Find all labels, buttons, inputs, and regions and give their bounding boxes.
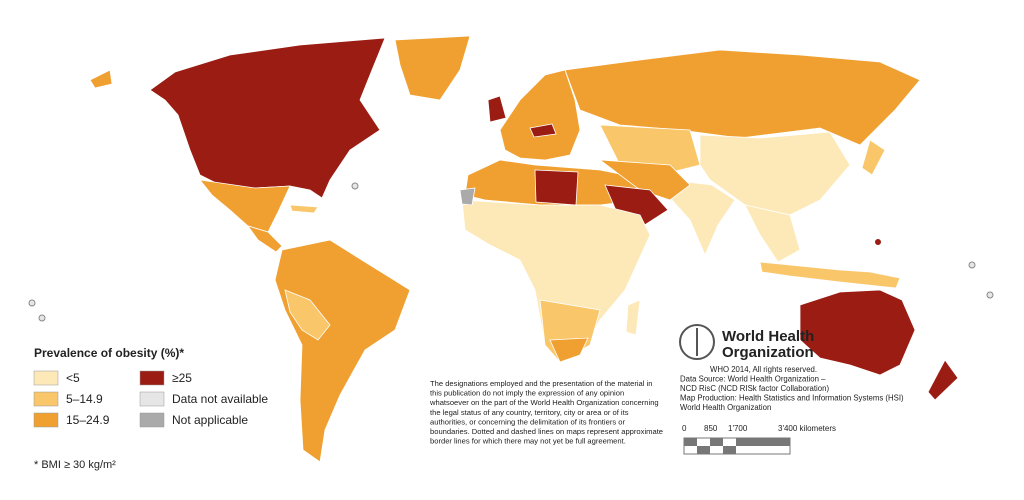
australia	[799, 289, 916, 376]
island	[986, 291, 994, 299]
south-africa	[549, 337, 589, 363]
disclaimer-line: boundaries. Dotted and dashed lines on m…	[430, 427, 663, 436]
russia	[564, 49, 921, 146]
disclaimer-line: the legal status of any country, territo…	[430, 408, 629, 417]
credits: WHO 2014, All rights reserved.Data Sourc…	[680, 365, 904, 412]
scale-label: 3'400 kilometers	[778, 424, 836, 433]
footnote: * BMI ≥ 30 kg/m²	[34, 459, 116, 471]
disclaimer-line: this publication do not imply the expres…	[430, 389, 624, 398]
greenland	[394, 35, 471, 101]
central-america	[246, 225, 283, 253]
scale-bar: 0 850 1'700 3'400 kilometers	[682, 424, 836, 455]
credit-line: World Health Organization	[680, 403, 771, 412]
south-america	[274, 239, 411, 463]
china	[699, 131, 851, 216]
legend-label: Data not available	[172, 392, 268, 406]
scale-label: 1'700	[728, 424, 748, 433]
north-america	[149, 37, 386, 199]
island	[38, 314, 46, 322]
southeast-asia	[744, 204, 801, 263]
legend-swatch	[139, 412, 165, 428]
czechia	[529, 123, 557, 138]
logo-text: Organization	[722, 344, 814, 361]
scale-label: 0	[682, 424, 687, 433]
island	[875, 239, 881, 245]
who-logo: World Health Organization	[679, 324, 814, 361]
legend-swatch	[33, 412, 59, 428]
western-sahara	[459, 187, 476, 206]
madagascar	[625, 299, 641, 336]
disclaimer-line: whatsoever on the part of the World Heal…	[429, 398, 659, 407]
legend-title: Prevalence of obesity (%)*	[34, 346, 184, 360]
india	[669, 179, 736, 257]
logo-text: World Health	[722, 328, 814, 345]
scale-segment	[736, 438, 790, 446]
legend-label: ≥25	[172, 371, 192, 385]
scale-segment	[723, 446, 736, 454]
indonesia	[759, 261, 901, 289]
legend: Prevalence of obesity (%)* <5 5–14.9 15–24…	[33, 346, 268, 428]
libya	[534, 169, 579, 206]
alaska-west	[89, 69, 113, 89]
scale-segment	[684, 438, 697, 446]
legend-swatch	[33, 370, 59, 386]
scale-segment	[697, 446, 710, 454]
credit-line: Data Source: World Health Organization –	[680, 375, 826, 384]
legend-swatch	[139, 370, 165, 386]
island	[28, 299, 36, 307]
japan	[861, 139, 886, 176]
credit-line: NCD RisC (NCD RISk factor Collaboration)	[680, 384, 829, 393]
middle-east	[598, 159, 691, 201]
disclaimer-line: border lines for which there may not yet…	[430, 437, 626, 446]
legend-label: Not applicable	[172, 413, 248, 427]
new-zealand	[927, 359, 959, 401]
europe	[499, 69, 581, 161]
credit-line: Map Production: Health Statistics and In…	[680, 394, 904, 403]
legend-swatch	[33, 391, 59, 407]
logo-emblem	[679, 324, 715, 360]
legend-label: 5–14.9	[66, 392, 103, 406]
scale-segment	[710, 438, 723, 446]
mexico	[199, 179, 291, 233]
disclaimer-line: The designations employed and the presen…	[430, 379, 652, 388]
credit-line: WHO 2014, All rights reserved.	[710, 365, 817, 374]
legend-swatch	[139, 391, 165, 407]
peru-bolivia	[284, 289, 331, 341]
scale-label: 850	[704, 424, 718, 433]
uk	[487, 95, 507, 123]
legend-label: 15–24.9	[66, 413, 110, 427]
caribbean	[289, 204, 319, 214]
world-map	[28, 35, 994, 463]
island	[968, 261, 976, 269]
disclaimer-line: authorities, or concerning the delimitat…	[430, 417, 625, 426]
island	[351, 182, 359, 190]
legend-label: <5	[66, 371, 80, 385]
disclaimer: The designations employed and the presen…	[429, 379, 663, 446]
